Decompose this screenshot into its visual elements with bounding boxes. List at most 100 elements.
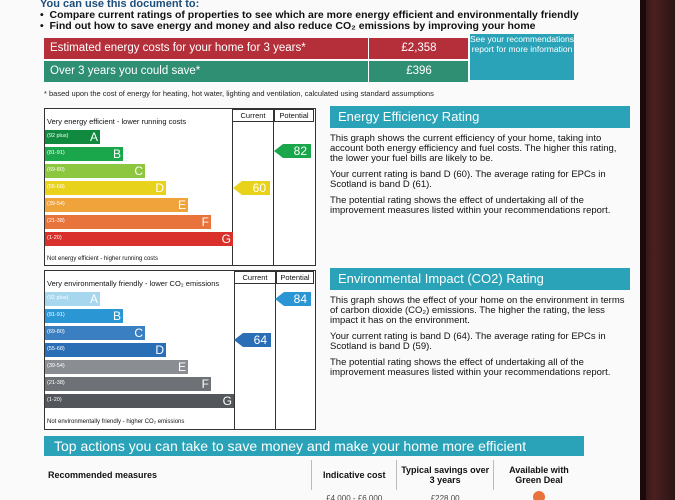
band-range: (39-54) (47, 201, 65, 207)
band-letter: B (112, 309, 121, 323)
band-g: (1-20) G (45, 394, 234, 408)
estimated-cost-row: Estimated energy costs for your home for… (44, 38, 468, 60)
saving-row: Over 3 years you could save* £396 (44, 61, 468, 82)
band-letter: E (177, 198, 186, 212)
potential-rating-arrow: 84 (275, 292, 311, 306)
current-rating-arrow: 60 (233, 181, 270, 195)
estimated-cost-label: Estimated energy costs for your home for… (50, 42, 306, 54)
panel-paragraph: This graph shows the effect of your home… (330, 295, 625, 326)
band-range: (55-68) (47, 346, 65, 352)
cell-cost: £4,000 - £6,000 (326, 493, 383, 500)
panel-paragraph: Your current rating is band D (64). The … (330, 331, 606, 352)
current-column-header: Current (232, 109, 274, 122)
top-actions-section: Top actions you can take to save money a… (44, 436, 584, 500)
band-letter: A (89, 292, 98, 306)
band-range: (92 plus) (47, 295, 69, 301)
chart-bottom-note: Not energy efficient - higher running co… (47, 256, 158, 262)
epc-document: You can use this document to: • Compare … (0, 0, 640, 500)
band-range: (81-91) (47, 150, 65, 156)
band-f: (21-38) F (45, 377, 211, 391)
band-letter: D (155, 181, 164, 195)
band-range: (55-68) (47, 184, 65, 190)
header-recommended-measures: Recommended measures (44, 460, 313, 490)
chart-top-note: Very energy efficient - lower running co… (47, 117, 187, 126)
saving-value: £396 (368, 61, 469, 82)
band-letter: B (112, 147, 121, 161)
band-range: (21-38) (47, 380, 65, 386)
cell-measure (44, 490, 312, 500)
chart-top-note: Very environmentally friendly - lower CO… (47, 279, 220, 288)
band-c: (69-80) C (45, 164, 145, 178)
band-letter: E (177, 360, 186, 374)
band-letter: A (89, 130, 98, 144)
band-g: (1-20) G (45, 232, 233, 246)
divider (273, 108, 274, 265)
potential-column-header: Potential (276, 271, 314, 284)
band-e: (39-54) E (45, 360, 188, 374)
band-a: (92 plus) A (45, 292, 100, 306)
band-letter: C (134, 164, 143, 178)
current-rating-arrow: 64 (234, 332, 271, 347)
bullet-item: • Compare current ratings of properties … (40, 9, 579, 21)
cost-footnote: * based upon the cost of energy for heat… (44, 89, 434, 98)
estimated-cost-value: £2,358 (368, 38, 469, 59)
energy-efficiency-chart: Current Potential Very energy efficient … (44, 108, 316, 266)
band-range: (69-80) (47, 167, 65, 173)
panel-paragraph: The potential rating shows the effect of… (330, 195, 611, 216)
intro-heading: You can use this document to: (40, 0, 200, 10)
table-row: £4,000 - £6,000 £228.00 (44, 490, 584, 500)
band-letter: F (201, 377, 209, 391)
band-d: (55-68) D (45, 181, 166, 195)
page-edge (640, 0, 646, 500)
background-edge (640, 0, 675, 500)
current-column-header: Current (234, 271, 276, 284)
header-typical-savings: Typical savings over 3 years (396, 460, 494, 490)
energy-efficiency-panel: Energy Efficiency Rating This graph show… (330, 106, 630, 216)
panel-title: Environmental Impact (CO2) Rating (330, 268, 630, 290)
see-recommendations-box: See your recommendations report for more… (470, 34, 574, 80)
potential-column-header: Potential (274, 109, 314, 122)
band-range: (1-20) (47, 235, 62, 241)
environmental-impact-panel: Environmental Impact (CO2) Rating This g… (330, 268, 630, 378)
band-c: (69-80) C (45, 326, 145, 340)
band-letter: C (134, 326, 143, 340)
divider (234, 270, 235, 429)
bullet-item: • Find out how to save energy and money … (40, 20, 536, 32)
panel-paragraph: The potential rating shows the effect of… (330, 357, 611, 378)
bullet-text: Find out how to save energy and money an… (49, 20, 536, 32)
top-actions-title: Top actions you can take to save money a… (44, 436, 584, 456)
environmental-impact-chart: Current Potential Very environmentally f… (44, 270, 316, 430)
green-deal-check-icon (532, 491, 545, 500)
cost-summary: Estimated energy costs for your home for… (44, 34, 574, 82)
cell-green-deal (493, 490, 584, 500)
saving-label: Over 3 years you could save* (50, 65, 201, 77)
band-letter: G (222, 394, 232, 408)
band-b: (81-91) B (45, 309, 123, 323)
panel-title: Energy Efficiency Rating (330, 106, 630, 128)
panel-paragraph: Your current rating is band D (60). The … (330, 169, 606, 190)
potential-rating-arrow: 82 (274, 143, 311, 158)
actions-table: Recommended measures Indicative cost Typ… (44, 460, 584, 500)
band-letter: D (155, 343, 164, 357)
panel-paragraph: This graph shows the current efficiency … (330, 133, 617, 164)
band-letter: G (221, 232, 231, 246)
band-range: (39-54) (47, 363, 65, 369)
header-indicative-cost: Indicative cost (311, 460, 398, 490)
table-header-row: Recommended measures Indicative cost Typ… (44, 460, 584, 490)
bullet-text: Compare current ratings of properties to… (49, 9, 579, 21)
band-e: (39-54) E (45, 198, 188, 212)
band-f: (21-38) F (45, 215, 211, 229)
cell-savings: £228.00 (430, 493, 460, 500)
band-range: (21-38) (47, 218, 65, 224)
band-b: (81-91) B (45, 147, 123, 161)
divider (232, 108, 233, 265)
band-range: (69-80) (47, 329, 65, 335)
band-range: (81-91) (47, 312, 65, 318)
header-green-deal: Available with Green Deal (509, 465, 569, 485)
band-range: (1-20) (47, 397, 62, 403)
intro-bullets: • Compare current ratings of properties … (40, 10, 579, 32)
band-letter: F (201, 215, 209, 229)
band-a: (92 plus) A (45, 130, 100, 144)
chart-bottom-note: Not environmentally friendly - higher CO… (47, 419, 185, 425)
band-d: (55-68) D (45, 343, 166, 357)
